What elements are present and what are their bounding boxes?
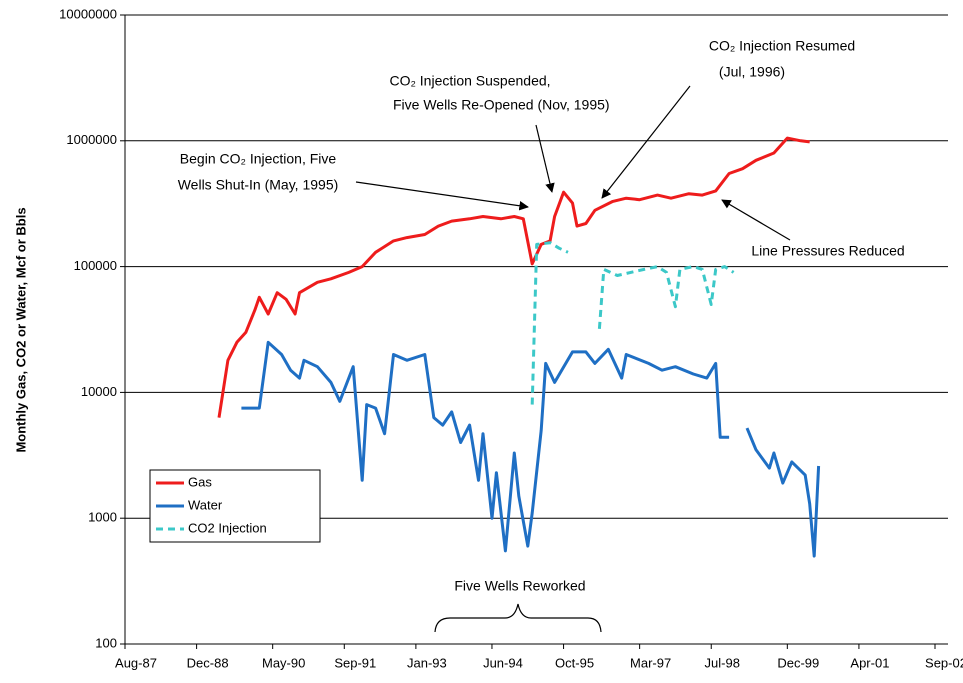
y-tick-label: 1000 bbox=[88, 510, 117, 525]
annotation: Begin CO₂ Injection, Five bbox=[180, 151, 337, 167]
y-tick-label: 1000000 bbox=[66, 132, 117, 147]
x-tick-label: Aug-87 bbox=[115, 655, 157, 670]
annotation: Wells Shut-In (May, 1995) bbox=[178, 177, 339, 193]
y-tick-label: 100 bbox=[95, 635, 117, 650]
series-line bbox=[241, 340, 821, 558]
annotation: (Jul, 1996) bbox=[719, 64, 785, 80]
annotation: Five Wells Reworked bbox=[454, 578, 585, 594]
annotation: CO₂ Injection Resumed bbox=[709, 38, 855, 54]
y-axis-title: Monthly Gas, CO2 or Water, Mcf or Bbls bbox=[13, 207, 28, 452]
x-tick-label: Sep-91 bbox=[334, 655, 376, 670]
x-tick-label: Jul-98 bbox=[705, 655, 740, 670]
series-line bbox=[217, 136, 810, 418]
annotation: CO₂ Injection Suspended, bbox=[389, 73, 550, 89]
x-tick-label: Mar-97 bbox=[630, 655, 671, 670]
annotation: Line Pressures Reduced bbox=[751, 243, 904, 259]
annotation-arrows bbox=[355, 85, 791, 633]
legend-label: Gas bbox=[188, 474, 212, 489]
annotation: Five Wells Re-Opened (Nov, 1995) bbox=[393, 97, 610, 113]
x-tick-label: Oct-95 bbox=[555, 655, 594, 670]
series-line bbox=[530, 241, 735, 405]
x-tick-label: Jan-93 bbox=[407, 655, 447, 670]
x-tick-label: Dec-99 bbox=[777, 655, 819, 670]
legend-label: Water bbox=[188, 497, 223, 512]
x-tick-label: Sep-02 bbox=[925, 655, 963, 670]
x-tick-label: Jun-94 bbox=[483, 655, 523, 670]
x-tick-label: May-90 bbox=[262, 655, 305, 670]
y-tick-label: 10000000 bbox=[59, 6, 117, 21]
y-tick-label: 10000 bbox=[81, 384, 117, 399]
x-tick-label: Apr-01 bbox=[850, 655, 889, 670]
legend-label: CO2 Injection bbox=[188, 520, 267, 535]
y-tick-label: 100000 bbox=[74, 258, 117, 273]
x-tick-label: Dec-88 bbox=[187, 655, 229, 670]
